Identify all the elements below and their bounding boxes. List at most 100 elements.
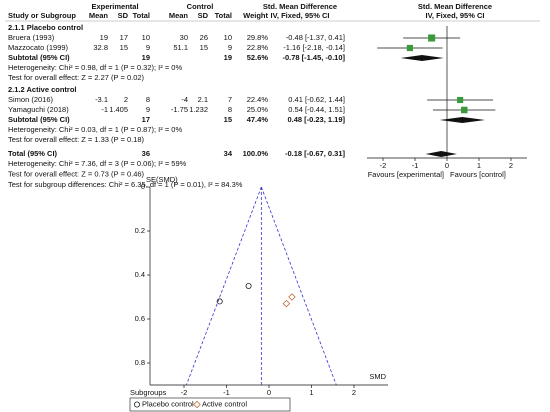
legend-marker	[133, 401, 140, 408]
overall-effect: Test for overall effect: Z = 1.33 (P = 0…	[8, 135, 145, 144]
overall-effect: Test for overall effect: Z = 2.27 (P = 0…	[8, 73, 145, 82]
weight: 22.4%	[247, 95, 269, 104]
exp-cell: 15	[120, 43, 128, 52]
ctrl-cell: 30	[180, 33, 188, 42]
heterogeneity: Heterogeneity: Chi² = 0.03, df = 1 (P = …	[8, 125, 182, 134]
x-tick-label: -1	[223, 388, 230, 397]
y-tick-label: 0.2	[135, 226, 145, 235]
point	[245, 282, 252, 289]
column-header: Total	[133, 11, 150, 20]
weight: 29.8%	[247, 33, 269, 42]
x-tick-label: 2	[352, 388, 356, 397]
column-header: IV, Fixed, 95% CI	[426, 11, 485, 20]
effect-square	[406, 44, 413, 52]
ctrl-cell: 51.1	[173, 43, 188, 52]
summary-diamond	[425, 151, 457, 157]
column-header: Mean	[89, 11, 109, 20]
y-tick-label: 0	[141, 182, 145, 191]
ctrl-cell: 9	[228, 43, 232, 52]
column-group: Experimental	[91, 2, 138, 11]
column-header: Mean	[169, 11, 189, 20]
ctrl-total: 15	[224, 115, 232, 124]
legend-title: Subgroups	[130, 388, 167, 397]
exp-total: 36	[142, 149, 150, 158]
ctrl-cell: 15	[200, 43, 208, 52]
column-header: Total	[215, 11, 232, 20]
weight: 100.0%	[243, 149, 269, 158]
exp-cell: 19	[100, 33, 108, 42]
exp-cell: 2	[124, 95, 128, 104]
summary-name: Subtotal (95% CI)	[8, 53, 70, 62]
effect-ci: 0.48 [-0.23, 1.19]	[287, 115, 345, 124]
x-tick-label: -2	[380, 161, 387, 170]
x-label: Favours [experimental]	[368, 170, 444, 179]
legend-label: Active control	[202, 399, 247, 408]
x-label: Favours [control]	[450, 170, 506, 179]
effect-ci: 0.54 [-0.44, 1.51]	[288, 105, 345, 114]
column-header: Weight	[243, 11, 268, 20]
study-name: Bruera (1993)	[8, 33, 55, 42]
exp-cell: 32.8	[93, 43, 108, 52]
effect-ci: -0.78 [-1.45, -0.10]	[282, 53, 345, 62]
y-tick-label: 0.8	[135, 358, 145, 367]
subgroup-title: 2.1.2 Active control	[8, 85, 77, 94]
effect-square	[428, 34, 436, 42]
funnel-edge	[260, 186, 337, 386]
weight: 25.0%	[247, 105, 269, 114]
ctrl-total: 34	[224, 149, 233, 158]
ctrl-cell: 1.232	[189, 105, 208, 114]
column-group: Control	[187, 2, 214, 11]
exp-cell: 17	[120, 33, 128, 42]
point	[282, 299, 291, 308]
y-tick-label: 0.6	[135, 314, 145, 323]
exp-total: 19	[142, 53, 150, 62]
subgroup-title: 2.1.1 Placebo control	[8, 23, 83, 32]
effect-ci: -0.48 [-1.37, 0.41]	[286, 33, 345, 42]
exp-cell: 9	[146, 43, 150, 52]
legend-box	[129, 397, 291, 412]
column-group: Std. Mean Difference	[418, 2, 492, 11]
ctrl-cell: 8	[228, 105, 232, 114]
note: Test for overall effect: Z = 0.73 (P = 0…	[8, 169, 145, 178]
ctrl-cell: -1.75	[171, 105, 188, 114]
summary-diamond	[439, 117, 486, 123]
effect-ci: -0.18 [-0.67, 0.31]	[285, 149, 346, 158]
ctrl-total: 19	[224, 53, 232, 62]
study-name: Mazzocato (1999)	[8, 43, 69, 52]
ctrl-cell: 7	[228, 95, 232, 104]
x-tick-label: 0	[445, 161, 449, 170]
x-tick-label: 2	[509, 161, 513, 170]
x-tick-label: -2	[181, 388, 188, 397]
weight: 22.8%	[247, 43, 269, 52]
weight: 52.6%	[247, 53, 269, 62]
y-tick-label: 0.4	[135, 270, 145, 279]
exp-cell: 1.405	[109, 105, 128, 114]
effect-ci: -1.16 [-2.18, -0.14]	[283, 43, 345, 52]
exp-cell: 8	[146, 95, 150, 104]
x-tick-label: 0	[267, 388, 271, 397]
point	[288, 293, 296, 301]
column-header: IV, Fixed, 95% CI	[271, 11, 330, 20]
column-group: Std. Mean Difference	[263, 2, 337, 11]
note: Test for subgroup differences: Chi² = 6.…	[8, 180, 243, 189]
summary-name: Subtotal (95% CI)	[8, 115, 70, 124]
exp-cell: -3.1	[95, 95, 108, 104]
funnel-edge	[186, 186, 262, 386]
ctrl-cell: 26	[200, 33, 208, 42]
x-tick-label: 1	[477, 161, 481, 170]
x-tick-label: 1	[309, 388, 313, 397]
x-axis-label: SMD	[369, 372, 386, 381]
column-header: SD	[198, 11, 209, 20]
note: Heterogeneity: Chi² = 7.36, df = 3 (P = …	[8, 159, 187, 168]
effect-square	[461, 106, 468, 114]
summary-diamond	[400, 55, 444, 61]
study-name: Yamaguchi (2018)	[8, 105, 69, 114]
column-header: Study or Subgroup	[8, 11, 76, 20]
x-tick-label: -1	[412, 161, 419, 170]
ctrl-cell: -4	[181, 95, 188, 104]
y-axis-label: SE(SMD)	[146, 175, 178, 184]
exp-cell: 9	[146, 105, 150, 114]
legend-label: Placebo control	[142, 399, 194, 408]
effect-ci: 0.41 [-0.62, 1.44]	[288, 95, 345, 104]
